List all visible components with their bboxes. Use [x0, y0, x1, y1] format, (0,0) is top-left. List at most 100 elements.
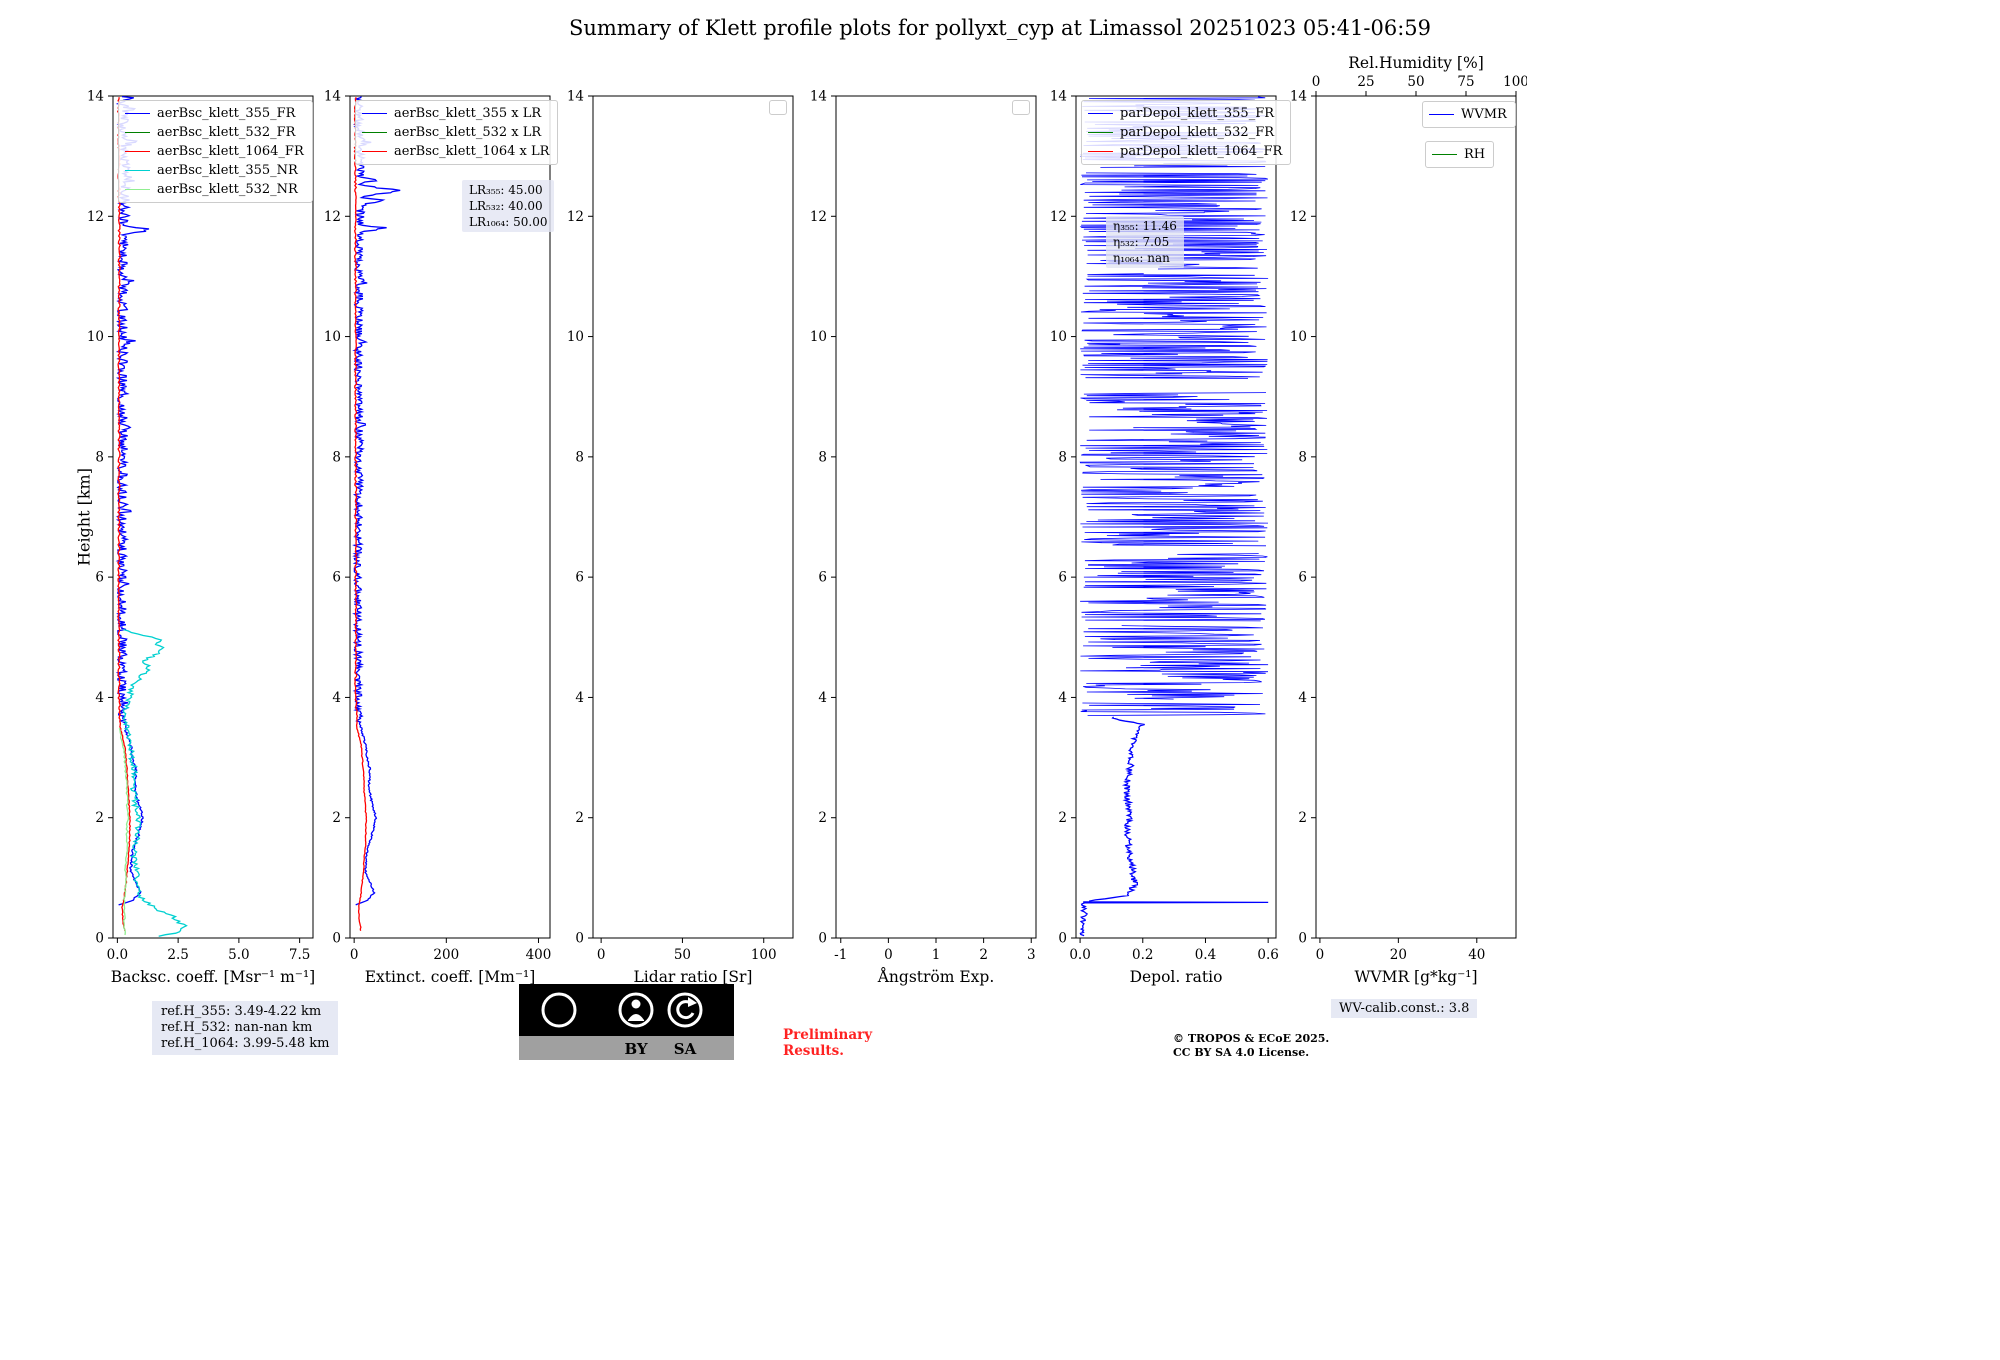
legend-line-swatch [125, 189, 150, 190]
cc-license-badge: cc BY SA [519, 984, 734, 1060]
y-tick-label: 4 [332, 690, 341, 706]
y-tick-label: 0 [1058, 931, 1067, 947]
y-tick-label: 2 [95, 810, 104, 826]
y-tick-label: 14 [810, 89, 827, 105]
legend-line-swatch [1429, 114, 1454, 115]
x-tick-label: 0.0 [107, 947, 128, 963]
text-box-line: η₃₅₅: 11.46 [1113, 219, 1177, 233]
x-tick-label: -1 [834, 947, 847, 963]
text-box-line: LR₁₀₆₄: 50.00 [469, 215, 548, 229]
legend-line-swatch [125, 132, 150, 133]
legend-label: RH [1464, 147, 1486, 162]
wvmr-plot-canvas: 0 2 4 6 8 10 12 14 0 20 40 0 25 50 75 100 [1290, 74, 1527, 963]
preliminary-line-2: Results. [783, 1043, 844, 1059]
wv-calib-annotation: WV-calib.const.: 3.8 [1331, 999, 1478, 1018]
top-tick-label: 25 [1357, 74, 1374, 90]
series-parDepol_klett_355_FR [1080, 553, 1268, 622]
x-tick-label: 5.0 [228, 947, 249, 963]
cc-icon-text: cc [549, 1001, 569, 1020]
x-tick-label: 0 [884, 947, 893, 963]
y-tick-label: 12 [87, 209, 104, 225]
figure-title: Summary of Klett profile plots for polly… [568, 16, 1431, 40]
y-tick-label: 10 [1050, 329, 1067, 345]
x-tick-label: 200 [433, 947, 459, 963]
legend-entry: aerBsc_klett_355_NR [125, 161, 304, 180]
x-tick-label: 100 [751, 947, 777, 963]
y-tick-label: 10 [87, 329, 104, 345]
x-tick-label: 0.2 [1132, 947, 1153, 963]
sa-arrow-arc [676, 1000, 695, 1020]
series-parDepol_klett_355_FR [1080, 625, 1269, 700]
y-tick-label: 10 [810, 329, 827, 345]
depol-legend: parDepol_klett_355_FR parDepol_klett_532_… [1081, 100, 1292, 165]
y-tick-label: 8 [332, 449, 341, 465]
series-aerBsc_klett_532_NR [118, 727, 130, 936]
y-tick-label: 10 [567, 329, 584, 345]
top-tick-label: 75 [1457, 74, 1474, 90]
y-tick-label: 0 [95, 931, 104, 947]
y-tick-label: 12 [1290, 209, 1307, 225]
y-tick-label: 6 [332, 570, 341, 586]
wvmr-x-axis-label: WVMR [g*kg⁻¹] [1354, 968, 1478, 986]
ref-height-1064: ref.H_1064: 3.99-5.48 km [161, 1036, 330, 1051]
legend-line-swatch [1088, 132, 1113, 133]
depol-text-box: η₃₅₅: 11.46 η₅₃₂: 7.05 η₁₀₆₄: nan [1106, 216, 1184, 268]
y-tick-label: 14 [87, 89, 104, 105]
y-tick-label: 12 [324, 209, 341, 225]
top-tick-label: 100 [1503, 74, 1527, 90]
legend-label: aerBsc_klett_1064 x LR [394, 144, 550, 159]
by-person-head [631, 999, 641, 1009]
legend-line-swatch [125, 170, 150, 171]
series-aerBsc_klett_1064_xLR [353, 97, 368, 931]
y-tick-label: 8 [575, 449, 584, 465]
panel-backscatter: 0 2 4 6 8 10 12 14 0.0 2.5 5.0 7.5 Backsc. coeff. [… [79, 50, 324, 1030]
axes-frame [835, 95, 1037, 939]
series-parDepol_klett_355_FR [1080, 702, 1266, 716]
y-tick-label: 0 [818, 931, 827, 947]
y-tick-label: 14 [324, 89, 341, 105]
axes-frame [1075, 95, 1277, 939]
legend-entry: parDepol_klett_1064_FR [1088, 142, 1282, 161]
wvmr-legend-RH: RH [1425, 141, 1495, 168]
backscatter-legend: aerBsc_klett_355_FR aerBsc_klett_532_FR ae… [118, 100, 313, 203]
x-tick-label: 1 [932, 947, 941, 963]
legend-entry: aerBsc_klett_1064_FR [125, 142, 304, 161]
legend-line-swatch [125, 151, 150, 152]
text-box-line: LR₃₅₅: 45.00 [469, 183, 543, 197]
legend-label: aerBsc_klett_532 x LR [394, 125, 542, 140]
legend-label: aerBsc_klett_1064_FR [157, 144, 304, 159]
y-tick-label: 0 [575, 931, 584, 947]
x-tick-label: 40 [1468, 947, 1485, 963]
legend-line-swatch [362, 113, 387, 114]
legend-label: aerBsc_klett_355 x LR [394, 106, 542, 121]
text-box-line: η₁₀₆₄: nan [1113, 251, 1170, 265]
y-tick-label: 4 [95, 690, 104, 706]
badge-by-label: BY [624, 1040, 647, 1058]
extinction-text-box: LR₃₅₅: 45.00 LR₅₃₂: 40.00 LR₁₀₆₄: 50.00 [462, 180, 555, 232]
y-tick-label: 0 [1298, 931, 1307, 947]
x-tick-label: 0.6 [1257, 947, 1278, 963]
copyright-line-1: © TROPOS & ECoE 2025. [1173, 1032, 1330, 1045]
legend-line-swatch [1088, 151, 1113, 152]
legend-label: parDepol_klett_1064_FR [1120, 144, 1283, 159]
extinction-x-axis-label: Extinct. coeff. [Mm⁻¹] [364, 968, 536, 986]
text-box-line: η₅₃₂: 7.05 [1113, 235, 1170, 249]
legend-entry: aerBsc_klett_355 x LR [362, 104, 549, 123]
wvmr-legend-WVMR: WVMR [1422, 101, 1516, 128]
legend-entry: aerBsc_klett_532 x LR [362, 123, 549, 142]
backscatter-plot-canvas: 0 2 4 6 8 10 12 14 0.0 2.5 5.0 7.5 [87, 89, 314, 963]
angstrom-x-axis-label: Ångström Exp. [877, 968, 995, 986]
sa-arrow-head [688, 997, 697, 1007]
y-tick-label: 6 [1058, 570, 1067, 586]
legend-line-swatch [1088, 113, 1113, 114]
y-tick-label: 4 [575, 690, 584, 706]
legend-entry: WVMR [1429, 105, 1507, 124]
legend-label: aerBsc_klett_355_FR [157, 106, 296, 121]
y-tick-label: 4 [1058, 690, 1067, 706]
y-tick-label: 4 [818, 690, 827, 706]
x-tick-label: 0.4 [1195, 947, 1216, 963]
x-tick-label: 0 [1316, 947, 1325, 963]
sa-arrow-icon [667, 992, 703, 1028]
legend-label: WVMR [1461, 107, 1507, 122]
